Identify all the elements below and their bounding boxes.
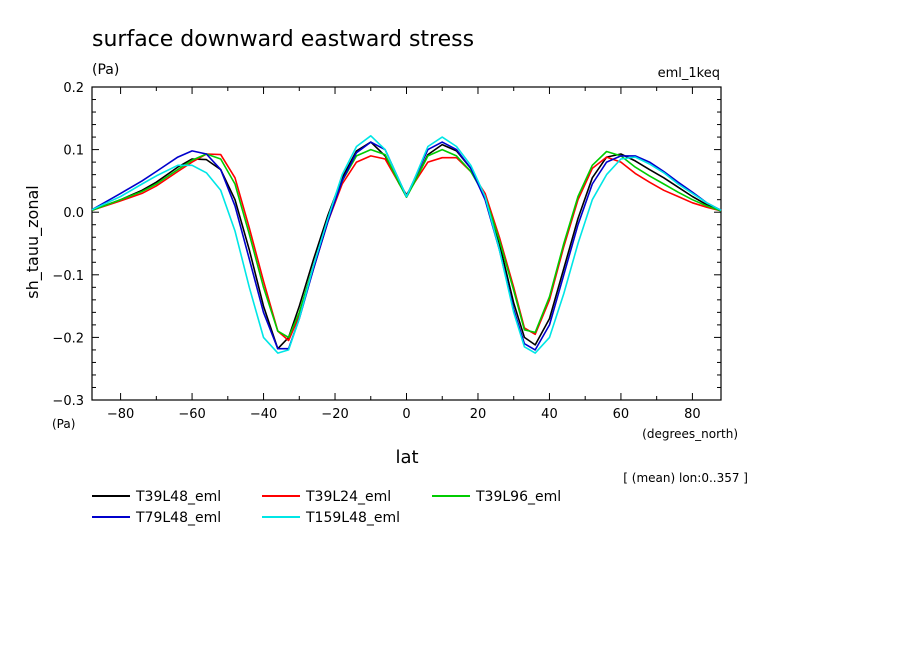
- units-label: (Pa): [92, 62, 119, 78]
- series-line-0: [91, 141, 722, 350]
- run-label: eml_1keq: [658, 66, 720, 81]
- legend-label-3: T79L48_eml: [135, 510, 221, 526]
- axes-layer: −80 −60 −40 −20 0 20 40 60 80 −0.3 −0.2 −0.1 0.0 0.1 0…: [52, 81, 721, 422]
- series-line-3: [91, 141, 722, 351]
- x-tick-label: −80: [107, 407, 134, 422]
- x-units-label: (degrees_north): [642, 427, 738, 441]
- x-tick-label: 0: [402, 407, 410, 422]
- x-tick-label: −60: [178, 407, 205, 422]
- y-axis-label: sh_tauu_zonal: [23, 185, 43, 298]
- series-layer: [91, 135, 722, 354]
- series-line-2: [91, 148, 722, 339]
- series-line-4: [91, 135, 722, 354]
- x-tick-label: 40: [541, 407, 558, 422]
- legend-label-4: T159L48_eml: [305, 510, 400, 526]
- chart-title: surface downward eastward stress: [92, 27, 474, 52]
- x-tick-label: 60: [613, 407, 630, 422]
- plot-area: [91, 86, 722, 401]
- legend-label-0: T39L48_eml: [135, 489, 221, 505]
- legend: T39L48_eml T39L24_eml T39L96_eml T79L48_eml…: [92, 489, 561, 526]
- y-units-label: (Pa): [52, 417, 75, 431]
- y-tick-label: −0.3: [52, 394, 84, 409]
- y-tick-label: 0.1: [63, 144, 84, 159]
- x-axis-label: lat: [395, 447, 418, 468]
- legend-label-1: T39L24_eml: [305, 489, 391, 505]
- x-tick-label: −20: [321, 407, 348, 422]
- y-tick-label: 0.2: [63, 81, 84, 96]
- mean-note: [ (mean) lon:0..357 ]: [623, 471, 748, 485]
- x-tick-label: 80: [684, 407, 701, 422]
- legend-label-2: T39L96_eml: [475, 489, 561, 505]
- series-line-1: [91, 153, 722, 342]
- y-tick-label: −0.2: [52, 331, 84, 346]
- plot-frame: [91, 86, 722, 401]
- y-tick-label: −0.1: [52, 269, 84, 284]
- y-tick-label: 0.0: [63, 206, 84, 221]
- x-tick-label: −40: [250, 407, 277, 422]
- x-tick-label: 20: [470, 407, 487, 422]
